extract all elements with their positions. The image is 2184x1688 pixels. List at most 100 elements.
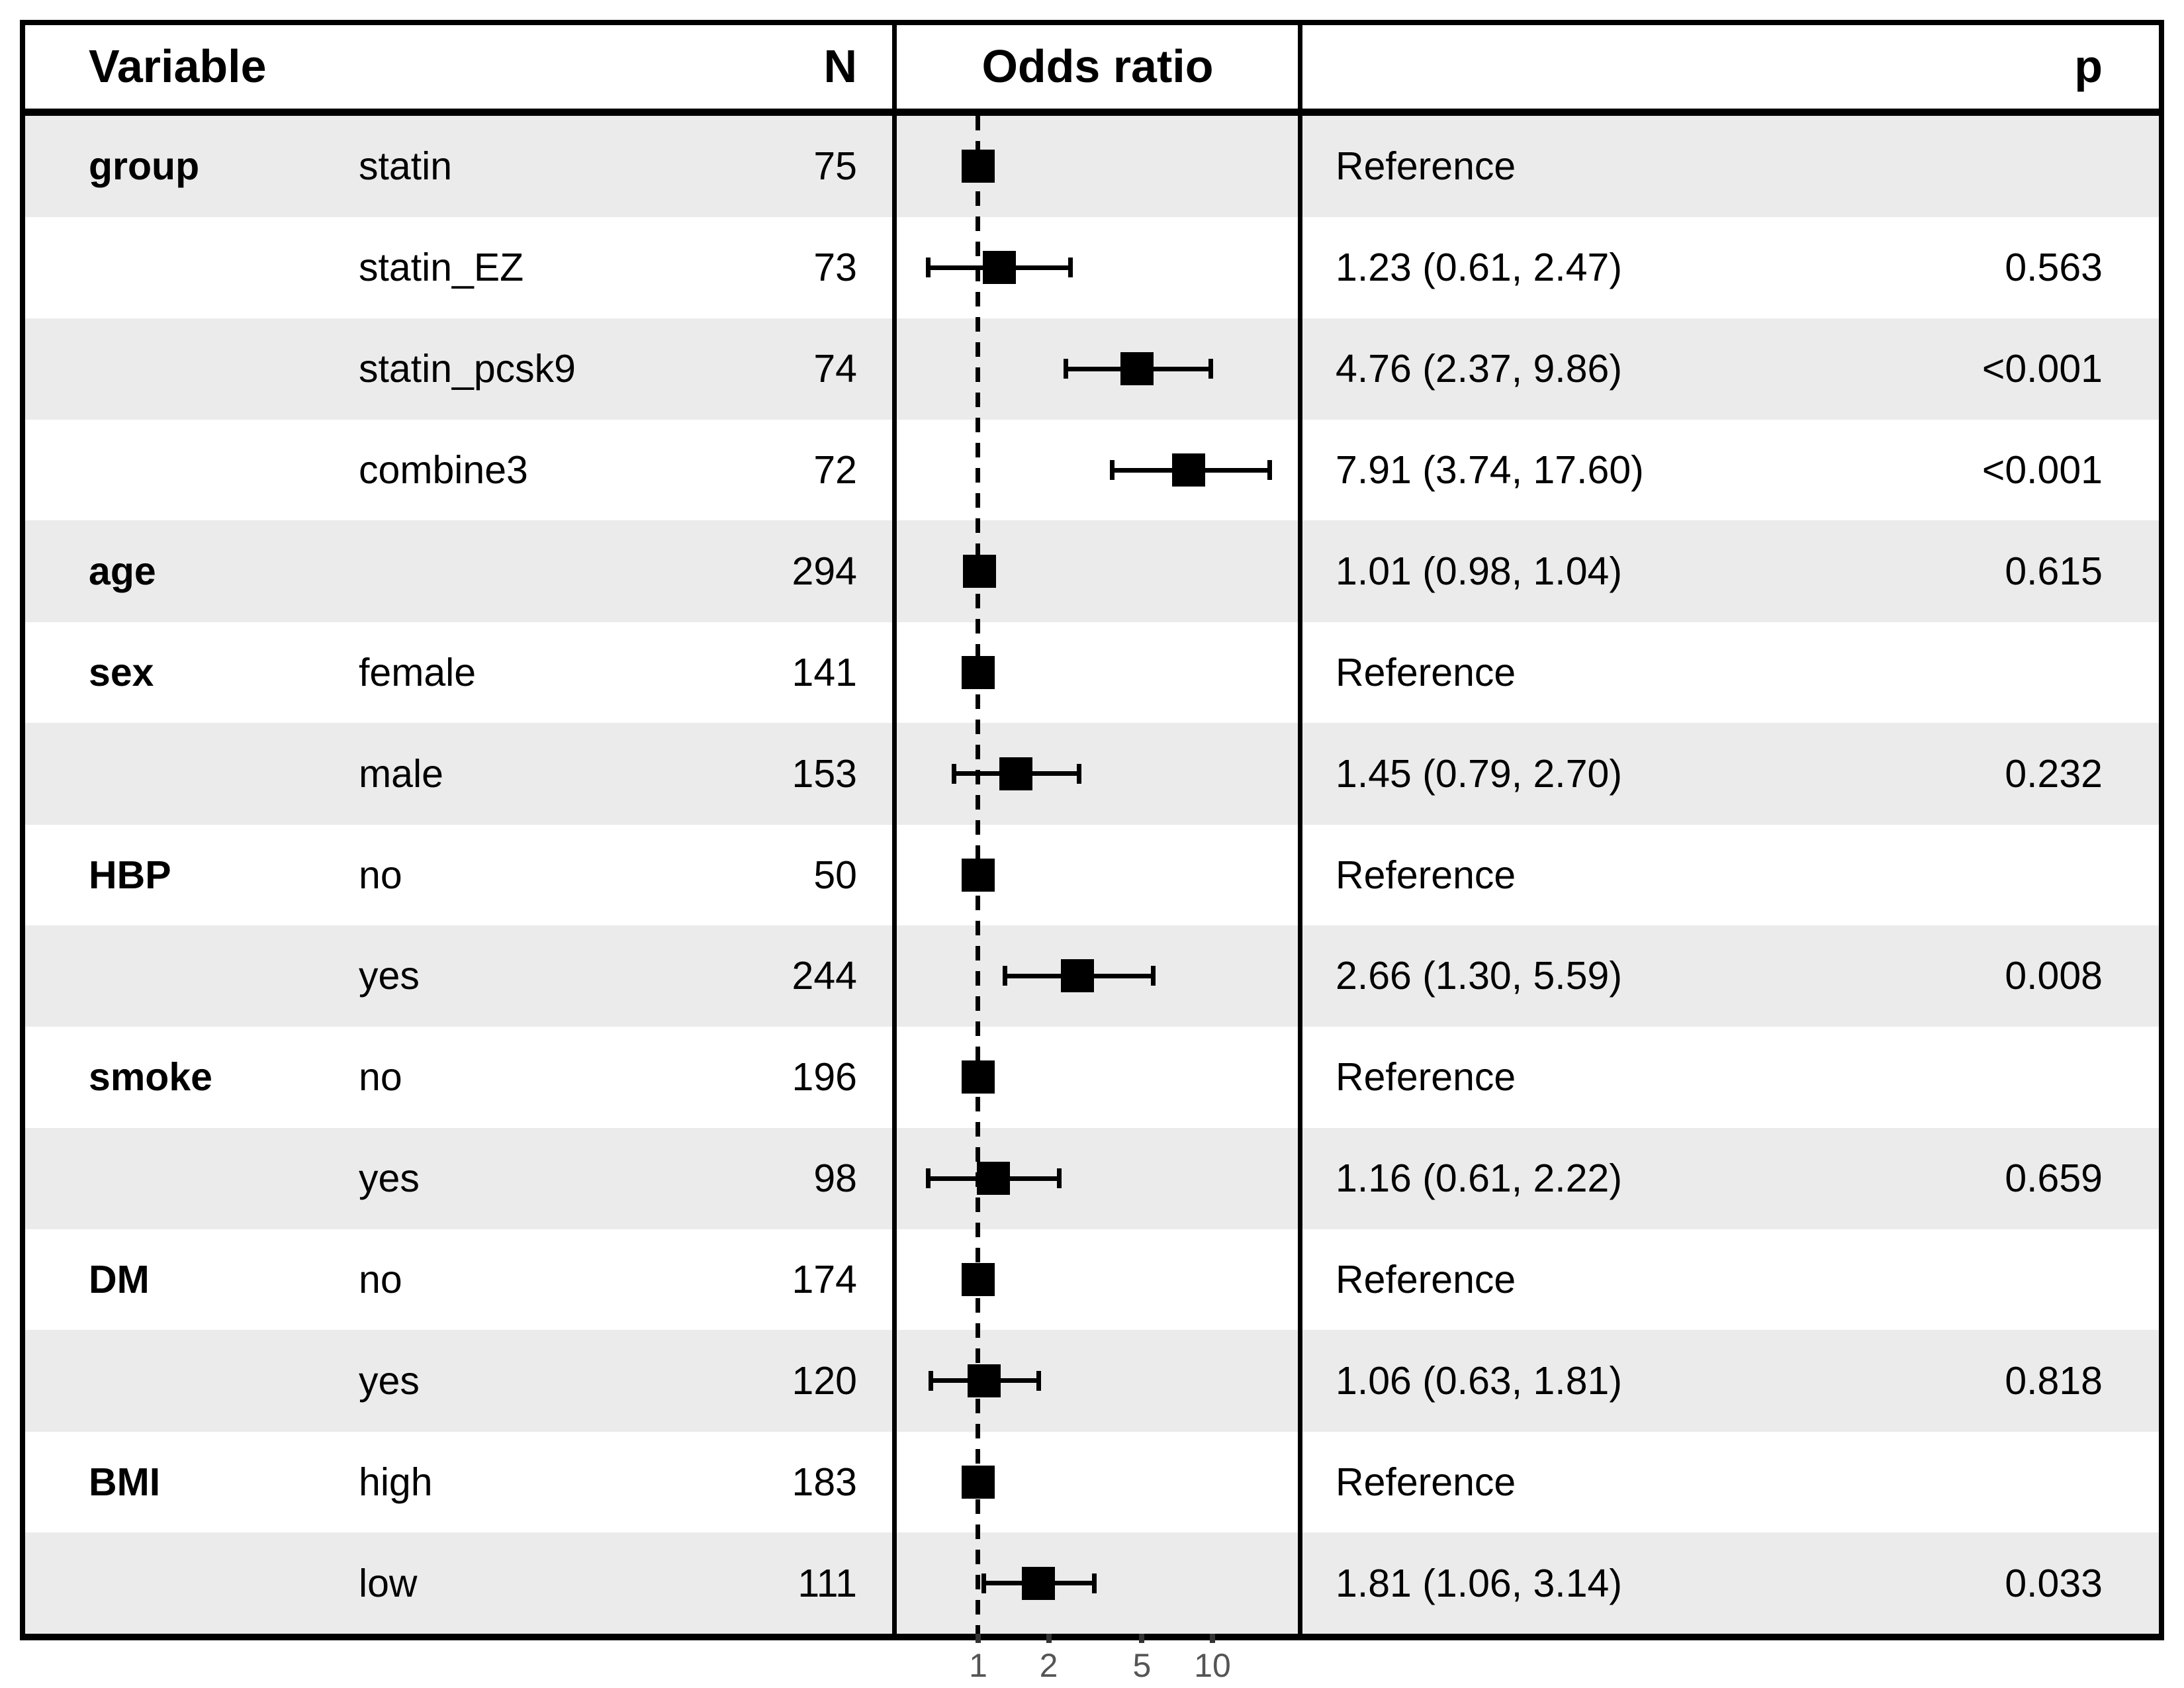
header-variable: Variable bbox=[89, 40, 267, 92]
cell-estimate: 1.01 (0.98, 1.04) bbox=[1336, 549, 1622, 593]
cell-n: 294 bbox=[792, 549, 857, 593]
cell-n: 120 bbox=[792, 1358, 857, 1403]
cell-n: 72 bbox=[813, 448, 857, 492]
ci-cap-right bbox=[1092, 1573, 1097, 1593]
cell-n: 98 bbox=[813, 1156, 857, 1201]
cell-estimate: Reference bbox=[1336, 853, 1516, 897]
or-box bbox=[967, 1364, 1001, 1397]
or-box bbox=[962, 554, 996, 588]
cell-estimate: Reference bbox=[1336, 144, 1516, 189]
x-tick bbox=[1046, 1634, 1052, 1643]
cell-level: no bbox=[359, 853, 402, 897]
header-p: p bbox=[2074, 40, 2103, 92]
cell-estimate: Reference bbox=[1336, 1460, 1516, 1504]
header-odds-ratio: Odds ratio bbox=[981, 40, 1214, 92]
x-tick bbox=[976, 1634, 981, 1643]
row-band bbox=[25, 723, 2159, 825]
ci-cap-right bbox=[1068, 258, 1073, 278]
or-box bbox=[962, 150, 995, 183]
ci-cap-left bbox=[929, 1370, 934, 1391]
cell-p: <0.001 bbox=[1981, 347, 2103, 391]
or-box bbox=[962, 655, 995, 689]
cell-p: 0.659 bbox=[2005, 1156, 2103, 1201]
cell-p: 0.818 bbox=[2005, 1358, 2103, 1403]
ci-cap-right bbox=[1151, 966, 1156, 986]
cell-estimate: 1.45 (0.79, 2.70) bbox=[1336, 751, 1622, 796]
cell-level: female bbox=[359, 650, 477, 694]
cell-n: 73 bbox=[813, 246, 857, 290]
cell-variable: smoke bbox=[89, 1055, 212, 1100]
x-tick-label: 10 bbox=[1194, 1647, 1231, 1684]
cell-level: statin bbox=[359, 144, 453, 189]
header-separator bbox=[25, 109, 2159, 116]
ci-cap-left bbox=[925, 258, 931, 278]
cell-level: statin_EZ bbox=[359, 246, 524, 290]
cell-p: 0.033 bbox=[2005, 1561, 2103, 1605]
row-band bbox=[25, 1330, 2159, 1432]
column-divider-plot-text bbox=[1298, 25, 1302, 1634]
cell-variable: age bbox=[89, 549, 156, 593]
cell-variable: sex bbox=[89, 650, 154, 694]
row-band bbox=[25, 116, 2159, 218]
cell-p: 0.232 bbox=[2005, 751, 2103, 796]
cell-estimate: 1.06 (0.63, 1.81) bbox=[1336, 1358, 1622, 1403]
x-tick-label: 5 bbox=[1132, 1647, 1152, 1684]
row-band bbox=[25, 1127, 2159, 1230]
cell-n: 153 bbox=[792, 751, 857, 796]
cell-n: 111 bbox=[797, 1561, 857, 1605]
cell-level: yes bbox=[359, 1358, 420, 1403]
cell-estimate: 1.16 (0.61, 2.22) bbox=[1336, 1156, 1622, 1201]
or-box bbox=[999, 757, 1033, 790]
ci-cap-right bbox=[1208, 359, 1214, 379]
ci-cap-left bbox=[952, 763, 957, 784]
cell-level: no bbox=[359, 1258, 402, 1301]
x-tick-label: 2 bbox=[1039, 1647, 1058, 1684]
cell-variable: group bbox=[89, 144, 200, 189]
cell-estimate: 2.66 (1.30, 5.59) bbox=[1336, 954, 1622, 998]
cell-p: 0.615 bbox=[2005, 549, 2103, 593]
cell-estimate: 4.76 (2.37, 9.86) bbox=[1336, 347, 1622, 391]
row-band bbox=[25, 520, 2159, 622]
ci-cap-left bbox=[1064, 359, 1069, 379]
header-n: N bbox=[823, 40, 857, 92]
x-tick-label: 1 bbox=[969, 1647, 987, 1684]
cell-variable: HBP bbox=[89, 853, 171, 897]
or-box bbox=[1022, 1566, 1056, 1600]
or-box bbox=[1120, 352, 1154, 386]
cell-variable: DM bbox=[89, 1258, 150, 1301]
cell-level: yes bbox=[359, 1156, 420, 1201]
x-tick bbox=[1210, 1634, 1215, 1643]
cell-n: 244 bbox=[792, 954, 857, 998]
cell-p: 0.008 bbox=[2005, 954, 2103, 998]
cell-estimate: Reference bbox=[1336, 1055, 1516, 1100]
ci-cap-left bbox=[1110, 460, 1115, 481]
cell-p: 0.563 bbox=[2005, 246, 2103, 290]
ci-cap-right bbox=[1036, 1370, 1041, 1391]
cell-p: <0.001 bbox=[1981, 448, 2103, 492]
or-box bbox=[976, 1162, 1010, 1196]
ci-cap-left bbox=[981, 1573, 987, 1593]
cell-estimate: Reference bbox=[1336, 650, 1516, 694]
cell-n: 183 bbox=[792, 1460, 857, 1504]
or-box bbox=[962, 1465, 995, 1499]
cell-level: high bbox=[359, 1460, 433, 1504]
cell-n: 174 bbox=[792, 1258, 857, 1301]
x-tick bbox=[1139, 1634, 1145, 1643]
column-divider-n-plot bbox=[892, 25, 897, 1634]
ci-cap-left bbox=[1002, 966, 1007, 986]
ci-cap-left bbox=[925, 1168, 931, 1189]
cell-n: 196 bbox=[792, 1055, 857, 1100]
ci-cap-right bbox=[1267, 460, 1273, 481]
cell-estimate: 1.23 (0.61, 2.47) bbox=[1336, 246, 1622, 290]
cell-n: 50 bbox=[813, 853, 857, 897]
or-box bbox=[1171, 453, 1205, 487]
ci-cap-right bbox=[1057, 1168, 1062, 1189]
cell-level: statin_pcsk9 bbox=[359, 347, 576, 391]
cell-level: combine3 bbox=[359, 448, 528, 492]
or-box bbox=[962, 858, 995, 892]
or-box bbox=[962, 1060, 995, 1094]
cell-variable: BMI bbox=[89, 1460, 161, 1504]
cell-estimate: 7.91 (3.74, 17.60) bbox=[1336, 448, 1644, 492]
cell-estimate: Reference bbox=[1336, 1258, 1516, 1301]
